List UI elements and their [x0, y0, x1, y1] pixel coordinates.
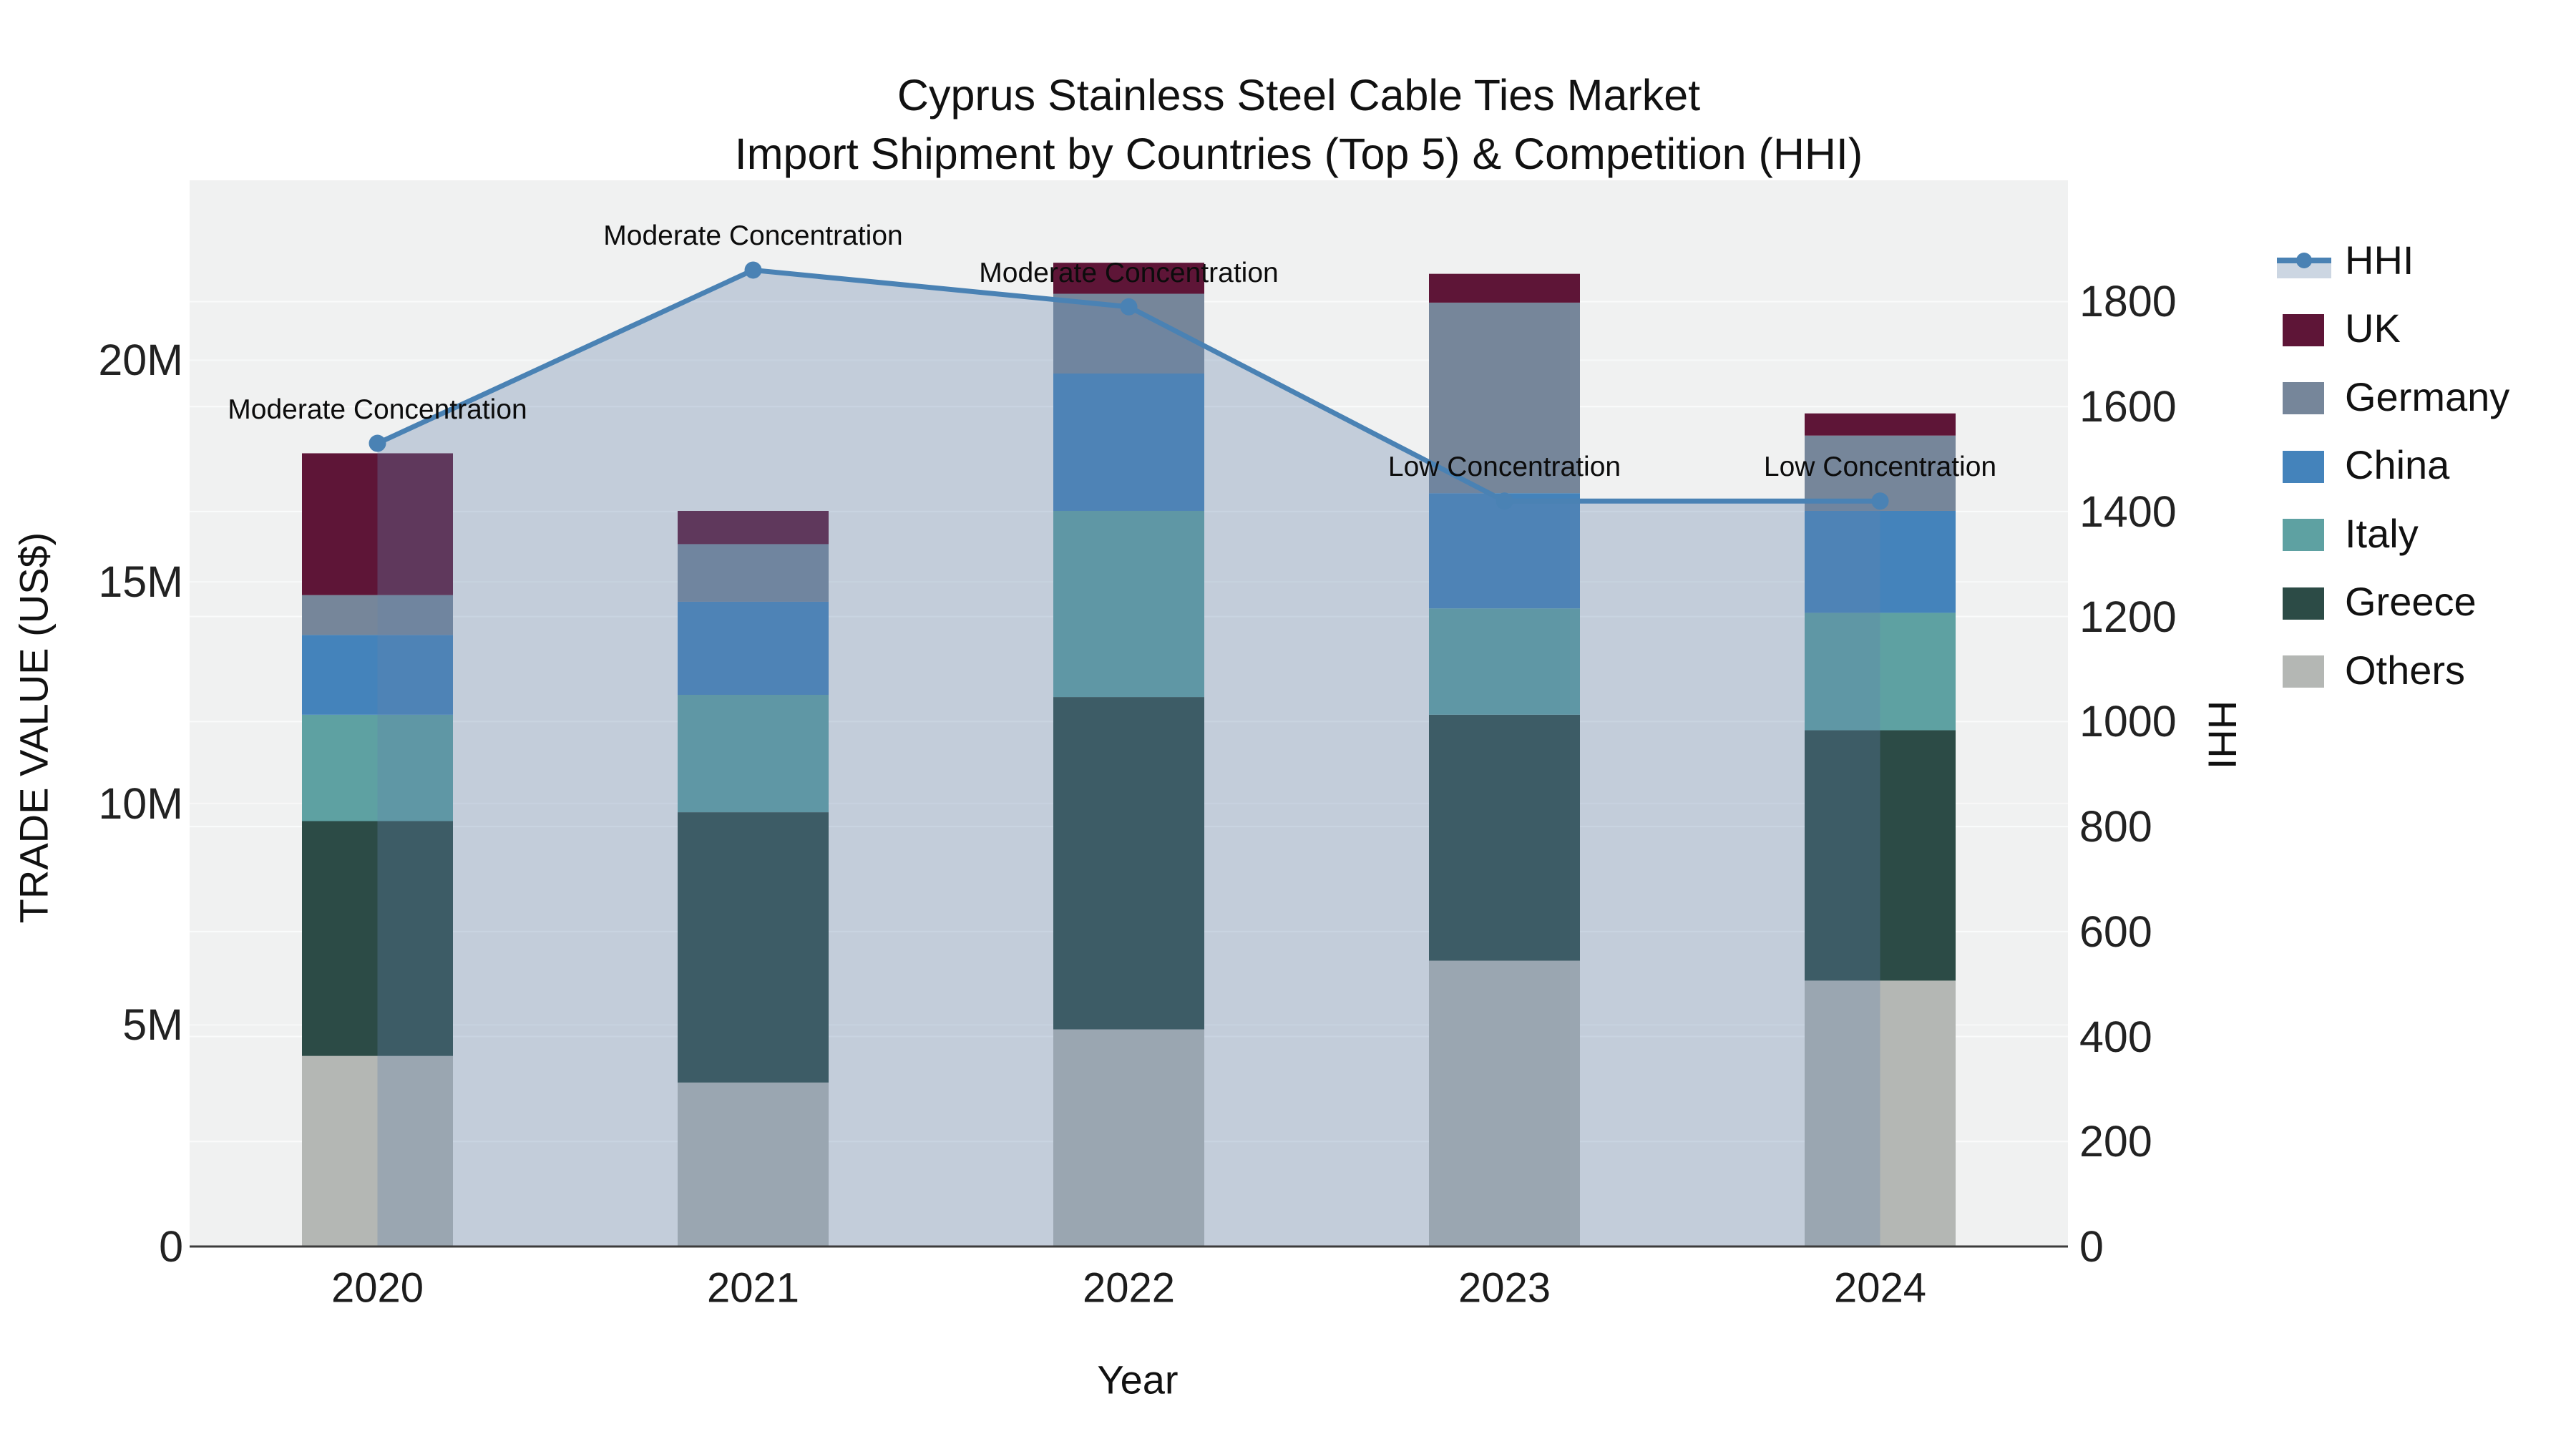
hhi-marker-2024[interactable]: [1871, 492, 1889, 510]
legend-label-hhi: HHI: [2345, 237, 2414, 283]
y-right-tick-600: 600: [2079, 907, 2152, 956]
bar-segment-others-2024[interactable]: [1805, 980, 1956, 1246]
others-swatch-icon: [2283, 655, 2324, 688]
germany-swatch-icon: [2283, 382, 2324, 414]
bar-segment-uk-2021[interactable]: [678, 510, 829, 545]
annotation-2024: Low Concentration: [1763, 452, 1997, 483]
hhi-marker-2021[interactable]: [744, 261, 762, 279]
y-right-tick-400: 400: [2079, 1012, 2152, 1061]
bar-segment-italy-2020[interactable]: [302, 714, 453, 821]
bar-segment-italy-2023[interactable]: [1429, 608, 1580, 715]
x-tick-2021: 2021: [706, 1264, 800, 1312]
bar-segment-italy-2022[interactable]: [1053, 510, 1204, 698]
bar-segment-uk-2024[interactable]: [1805, 413, 1956, 436]
bar-segment-china-2022[interactable]: [1053, 374, 1204, 511]
bar-segment-china-2020[interactable]: [302, 635, 453, 715]
bar-segment-italy-2021[interactable]: [678, 694, 829, 813]
bar-segment-uk-2020[interactable]: [302, 453, 453, 595]
bar-segment-china-2021[interactable]: [678, 601, 829, 695]
legend-label-italy: Italy: [2345, 510, 2419, 556]
bar-segment-greece-2021[interactable]: [678, 812, 829, 1083]
annotation-2020: Moderate Concentration: [228, 394, 527, 425]
hhi-line-swatch-icon: [2277, 253, 2331, 278]
bar-segment-italy-2024[interactable]: [1805, 613, 1956, 731]
x-axis-title: Year: [1097, 1357, 1179, 1402]
x-tick-2022: 2022: [1082, 1264, 1176, 1312]
chart-title-line1: Cyprus Stainless Steel Cable Ties Market: [897, 71, 1701, 119]
bar-segment-germany-2020[interactable]: [302, 595, 453, 635]
y-right-tick-200: 200: [2079, 1117, 2152, 1166]
y-left-tick-10M: 10M: [98, 779, 183, 828]
chart-title-line2: Import Shipment by Countries (Top 5) & C…: [734, 130, 1863, 178]
bar-segment-uk-2023[interactable]: [1429, 273, 1580, 303]
bar-segment-greece-2024[interactable]: [1805, 730, 1956, 981]
y-right-axis-title: HHI: [2200, 700, 2245, 770]
y-right-tick-1000: 1000: [2079, 697, 2177, 746]
annotation-2023: Low Concentration: [1387, 452, 1621, 483]
bar-segment-uk-2022[interactable]: [1053, 263, 1204, 294]
italy-swatch-icon: [2283, 519, 2324, 551]
legend-label-greece: Greece: [2345, 579, 2477, 624]
y-left-tick-5M: 5M: [122, 1000, 183, 1050]
y-right-tick-1600: 1600: [2079, 382, 2177, 431]
hhi-marker-2022[interactable]: [1120, 298, 1138, 316]
bar-segment-greece-2022[interactable]: [1053, 697, 1204, 1030]
china-swatch-icon: [2283, 450, 2324, 483]
bar-segment-china-2023[interactable]: [1429, 493, 1580, 609]
x-tick-2024: 2024: [1833, 1264, 1927, 1312]
bar-segment-others-2023[interactable]: [1429, 960, 1580, 1246]
bar-segment-germany-2021[interactable]: [678, 544, 829, 602]
annotation-2021: Moderate Concentration: [603, 220, 903, 252]
x-tick-2020: 2020: [331, 1264, 424, 1312]
legend-label-china: China: [2345, 442, 2450, 487]
y-right-tick-0: 0: [2079, 1222, 2104, 1271]
uk-swatch-icon: [2283, 313, 2324, 346]
legend-label-germany: Germany: [2345, 374, 2510, 419]
annotation-2022: Moderate Concentration: [979, 257, 1279, 288]
y-right-tick-800: 800: [2079, 802, 2152, 852]
y-left-tick-20M: 20M: [98, 336, 183, 385]
bar-segment-others-2020[interactable]: [302, 1055, 453, 1246]
greece-swatch-icon: [2283, 587, 2324, 620]
y-right-tick-1200: 1200: [2079, 592, 2177, 641]
bar-segment-greece-2020[interactable]: [302, 821, 453, 1056]
y-right-tick-1400: 1400: [2079, 487, 2177, 536]
y-right-tick-1800: 1800: [2079, 277, 2177, 326]
hhi-area-fill: [377, 270, 1880, 1246]
legend-label-uk: UK: [2345, 306, 2401, 351]
y-left-tick-15M: 15M: [98, 557, 183, 607]
bar-segment-china-2024[interactable]: [1805, 510, 1956, 613]
bar-segment-greece-2023[interactable]: [1429, 714, 1580, 961]
x-tick-2023: 2023: [1458, 1264, 1551, 1312]
hhi-marker-2020[interactable]: [369, 434, 386, 452]
bar-segment-germany-2023[interactable]: [1429, 302, 1580, 494]
y-left-tick-0: 0: [159, 1222, 183, 1271]
bar-segment-others-2022[interactable]: [1053, 1029, 1204, 1246]
hhi-marker-2023[interactable]: [1496, 492, 1513, 510]
legend-label-others: Others: [2345, 647, 2466, 693]
bar-segment-others-2021[interactable]: [678, 1082, 829, 1246]
